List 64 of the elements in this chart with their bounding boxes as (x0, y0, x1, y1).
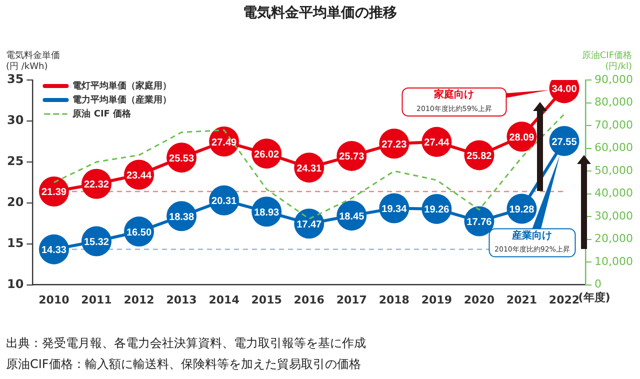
x-tick-label: 2013 (166, 293, 197, 306)
y2-tick-label: 30,000 (594, 209, 634, 222)
y2-tick-label: 0 (594, 278, 602, 291)
y2-tick-label: 40,000 (594, 186, 634, 200)
data-label: 14.33 (41, 245, 67, 256)
data-label: 19.34 (382, 204, 408, 216)
text: 原油CIF価格：輸入額に輸送料、保険料等を加えた貿易取引の価格 (6, 356, 362, 373)
data-label: 27.49 (212, 137, 238, 148)
legend-label: 原油 CIF 価格 (72, 108, 132, 120)
data-label: 27.23 (382, 139, 408, 150)
data-label: 25.73 (339, 152, 365, 163)
y-axis-title: 電気料金単価 (円 /kWh) (6, 50, 60, 72)
data-label: 21.39 (41, 187, 67, 198)
data-label: 19.26 (424, 204, 450, 216)
data-label: 24.31 (296, 163, 322, 174)
data-label: 18.93 (254, 207, 280, 218)
x-tick-label: 2016 (294, 293, 325, 306)
data-label: 27.44 (424, 138, 450, 149)
data-label: 15.32 (84, 236, 110, 248)
y2-tick-label: 90,000 (594, 72, 634, 86)
data-label: 17.76 (466, 216, 492, 228)
x-tick-label: 2015 (251, 293, 282, 306)
x-tick-label: 2019 (421, 293, 452, 306)
y2-tick-label: 70,000 (594, 118, 634, 132)
source-note: 出典：発受電月報、各電力会社決算資料、電力取引報等を基に作成 (6, 335, 366, 352)
data-label: 26.02 (254, 149, 280, 160)
y-tick-label: 20 (6, 195, 24, 210)
x-tick-label: 2020 (464, 293, 495, 306)
chart-title: 電気料金平均単価の推移 (242, 4, 398, 22)
y2-tick-label: 50,000 (594, 164, 634, 177)
data-label: 27.55 (552, 136, 578, 148)
data-label: 25.53 (169, 153, 194, 164)
data-label: 22.32 (84, 180, 110, 191)
y-tick-label: 30 (6, 113, 24, 128)
data-label: 16.50 (126, 227, 152, 238)
y2-tick-label: 10,000 (594, 254, 634, 268)
data-label: 20.31 (212, 196, 238, 208)
y2-tick-label: 60,000 (594, 141, 634, 154)
x-tick-label: 2018 (378, 293, 410, 306)
legend-label: 電力平均単価（産業用） (72, 94, 172, 106)
data-label: 28.09 (509, 132, 535, 144)
x-tick-label: 2021 (506, 293, 538, 306)
y-tick-label: 15 (6, 236, 24, 250)
data-label: 25.82 (466, 150, 492, 162)
legend-label: 電灯平均単価（家庭用） (72, 80, 172, 92)
x-tick-label: 2022 (548, 293, 580, 306)
y-tick-label: 25 (6, 154, 24, 168)
y-tick-label: 35 (6, 72, 24, 86)
y-tick-label: 10 (6, 276, 24, 291)
data-label: 23.44 (126, 170, 152, 182)
x-tick-label: 2017 (336, 293, 367, 306)
y2-tick-label: 80,000 (594, 96, 634, 109)
x-tick-label: 2014 (208, 293, 240, 306)
data-label: 17.47 (296, 219, 322, 230)
data-label: 18.38 (169, 212, 194, 223)
data-label: 18.45 (339, 211, 365, 222)
data-label: 19.28 (509, 204, 535, 216)
x-tick-label: 2011 (81, 293, 112, 306)
y2-axis-title: 原油CIF価格 (円/kl) (582, 50, 632, 72)
x-tick-label: 2012 (124, 293, 154, 306)
x-axis-title: (年度) (578, 291, 610, 304)
x-tick-label: 2010 (38, 293, 70, 306)
y2-tick-label: 20,000 (594, 232, 634, 246)
data-label: 34.00 (552, 84, 578, 95)
